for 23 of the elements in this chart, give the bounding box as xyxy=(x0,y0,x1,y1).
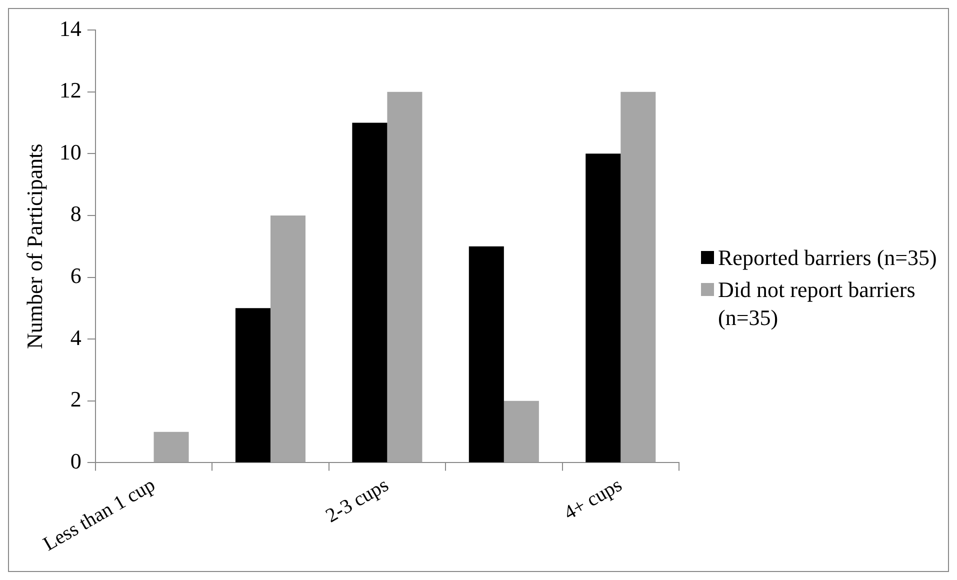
bar xyxy=(504,400,539,462)
bar xyxy=(586,154,621,462)
y-axis-title: Number of Participants xyxy=(22,144,47,350)
x-tick-label: Less than 1 cup xyxy=(40,474,159,556)
y-tick-label: 12 xyxy=(59,78,82,103)
y-tick-label: 2 xyxy=(70,386,82,412)
bar xyxy=(270,215,306,462)
bar xyxy=(620,92,656,462)
bar xyxy=(154,432,189,462)
y-tick-label: 14 xyxy=(59,16,82,41)
legend-label: Reported barriers (n=35) xyxy=(718,244,937,272)
y-tick-label: 6 xyxy=(70,263,82,288)
y-tick-label: 4 xyxy=(70,324,82,350)
bar xyxy=(468,246,504,462)
y-tick-label: 8 xyxy=(70,201,82,226)
x-tick-label: 4+ cups xyxy=(560,474,626,524)
y-tick-label: 10 xyxy=(59,139,82,164)
bar xyxy=(352,122,388,462)
x-tick-label: 2-3 cups xyxy=(322,474,393,528)
legend-label: Did not report barriers (n=35) xyxy=(718,276,916,332)
bar xyxy=(235,308,270,462)
bar xyxy=(387,92,422,462)
y-tick-label: 0 xyxy=(70,448,82,474)
